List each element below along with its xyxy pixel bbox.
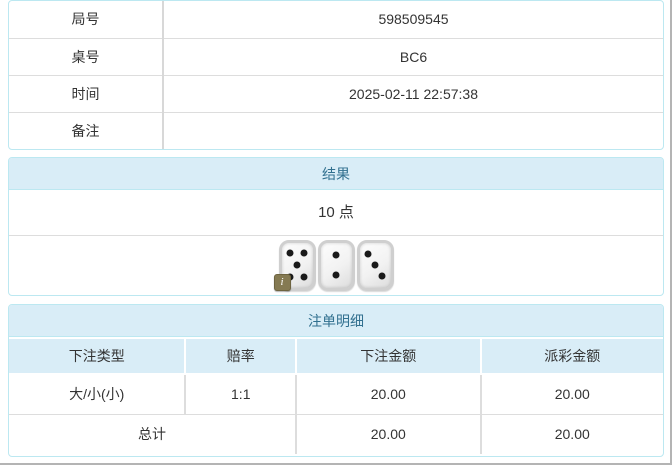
bet-type-cell: 大/小(小) (9, 374, 186, 415)
time-label: 时间 (9, 74, 164, 112)
bet-details-panel: 注单明细 下注类型 赔率 下注金额 派彩金额 大/小(小) 1:1 20.00 … (8, 304, 664, 457)
remark-label: 备注 (9, 111, 164, 149)
result-points: 10 点 (9, 190, 663, 236)
table-row: 备注 (9, 111, 663, 149)
column-header-payout-amount: 派彩金额 (479, 339, 663, 375)
odds-cell: 1:1 (184, 374, 297, 415)
bet-details-table: 下注类型 赔率 下注金额 派彩金额 大/小(小) 1:1 20.00 20.00… (9, 339, 663, 454)
total-bet-amount: 20.00 (295, 414, 481, 454)
table-number-value: BC6 (163, 37, 663, 75)
die-2 (317, 239, 355, 291)
bet-amount-cell: 20.00 (295, 374, 481, 415)
result-panel-title: 结果 (9, 158, 663, 190)
info-icon[interactable]: i (273, 273, 291, 291)
table-row: 局号 598509545 (9, 1, 663, 38)
total-payout-amount: 20.00 (479, 414, 663, 454)
game-info-table: 局号 598509545 桌号 BC6 时间 2025-02-11 22:57:… (9, 1, 663, 149)
die-1: i (273, 239, 316, 291)
dice-group: i (9, 236, 663, 294)
round-number-label: 局号 (9, 1, 164, 38)
result-panel: 结果 10 点 i (8, 157, 664, 296)
column-header-odds: 赔率 (184, 339, 297, 375)
bet-details-title: 注单明细 (9, 305, 663, 337)
round-number-value: 598509545 (378, 11, 449, 28)
table-number-label: 桌号 (9, 37, 164, 75)
payout-amount-cell: 20.00 (479, 374, 663, 415)
game-info-panel: 局号 598509545 桌号 BC6 时间 2025-02-11 22:57:… (8, 0, 664, 150)
table-row: 时间 2025-02-11 22:57:38 (9, 74, 663, 112)
total-label: 总计 (138, 426, 167, 443)
die-3 (356, 239, 394, 291)
column-header-bet-amount: 下注金额 (295, 339, 481, 375)
total-row: 总计 20.00 20.00 (9, 414, 663, 454)
bet-row: 大/小(小) 1:1 20.00 20.00 (9, 374, 663, 415)
remark-value (163, 111, 663, 149)
time-value: 2025-02-11 22:57:38 (163, 74, 663, 112)
column-header-bet-type: 下注类型 (9, 339, 186, 375)
table-row: 桌号 BC6 (9, 37, 663, 75)
table-header-row: 下注类型 赔率 下注金额 派彩金额 (9, 339, 663, 375)
